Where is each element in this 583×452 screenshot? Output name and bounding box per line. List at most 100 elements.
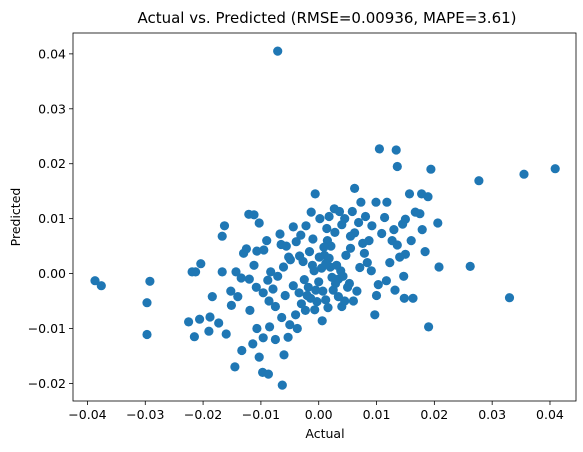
scatter-point [273,46,283,56]
scatter-point [221,329,231,339]
scatter-point [205,312,215,322]
scatter-point [302,290,312,301]
scatter-point [367,221,377,231]
scatter-point [340,296,350,306]
scatter-point [237,345,247,356]
scatter-point [399,271,409,281]
scatter-point [219,221,230,231]
scatter-point [303,282,313,292]
scatter-point [519,169,529,179]
scatter-point [345,243,356,253]
scatter-point [266,267,276,277]
scatter-point [323,303,333,313]
scatter-point [424,322,434,332]
scatter-point [296,299,306,309]
scatter-point [382,197,392,207]
scatter-point [291,310,301,320]
scatter-point [344,278,354,289]
scatter-point [294,288,304,298]
scatter-point [264,296,274,306]
scatter-point [377,228,387,239]
y-tick-label: 0.02 [38,156,66,171]
scatter-point [142,298,152,308]
scatter-point [304,247,315,257]
scatter-point [314,277,324,287]
scatter-point [275,229,285,239]
y-tick-label: −0.01 [28,321,66,336]
scatter-point [399,293,409,303]
scatter-point [404,189,415,199]
scatter-point [312,297,322,307]
scatter-point [245,305,255,315]
scatter-point [249,260,259,270]
x-tick-label: −0.02 [184,407,222,422]
scatter-point [217,231,227,241]
scatter-point [504,293,515,303]
scatter-point [366,266,376,276]
scatter-point [321,259,331,269]
scatter-point [391,145,401,155]
x-tick-label: 0.01 [363,407,391,422]
scatter-point [277,380,287,390]
scatter-point [214,318,224,328]
scatter-point [276,239,286,250]
scatter-point [345,231,356,241]
scatter-point [308,234,318,244]
scatter-point [550,164,560,174]
scatter-point [280,290,290,301]
scatter-point [337,220,347,230]
scatter-point [326,241,336,251]
scatter-point [359,248,369,258]
scatter-point [350,183,360,193]
scatter-point [310,189,320,199]
scatter-point [381,276,391,286]
scatter-point [288,222,298,232]
scatter-point [329,204,339,214]
scatter-point [306,207,316,217]
y-axis: −0.02 −0.01 0.00 0.01 0.02 0.03 0.04 [28,46,73,391]
scatter-point [347,206,357,217]
scatter-point [332,260,342,270]
scatter-point [348,296,358,306]
scatter-point [392,161,402,172]
scatter-point [207,292,217,302]
scatter-point [145,276,155,286]
scatter-point [300,305,310,315]
scatter-point [406,236,416,246]
scatter-point [417,225,427,235]
scatter-point [142,329,152,340]
scatter-point [231,267,241,277]
scatter-point [392,240,402,250]
y-tick-label: 0.00 [38,266,66,281]
plot-background [73,33,576,401]
scatter-point [241,244,251,254]
plot-frame [72,32,577,402]
scatter-point [288,281,298,291]
scatter-point [324,211,334,222]
scatter-point [310,305,320,315]
x-axis-title: Actual [305,426,344,441]
scatter-point [317,316,327,326]
scatter-point [195,314,205,324]
x-tick-label: −0.03 [126,407,164,422]
data-points [90,46,560,390]
scatter-point [263,369,273,379]
x-tick-label: 0.02 [420,407,448,422]
scatter-point [362,258,372,268]
scatter-point [338,271,348,281]
scatter-point [204,326,214,336]
scatter-point [270,334,280,345]
y-tick-label: 0.01 [38,211,66,226]
scatter-point [187,267,197,277]
scatter-point [258,288,268,298]
scatter-point [311,285,321,295]
scatter-point [356,197,366,207]
scatter-point [364,236,374,246]
scatter-point [307,260,317,270]
scatter-point [217,267,227,277]
scatter-point [284,252,294,262]
scatter-point [252,246,262,256]
scatter-point [263,275,273,285]
scatter-point [236,273,246,283]
scatter-point [319,242,329,252]
